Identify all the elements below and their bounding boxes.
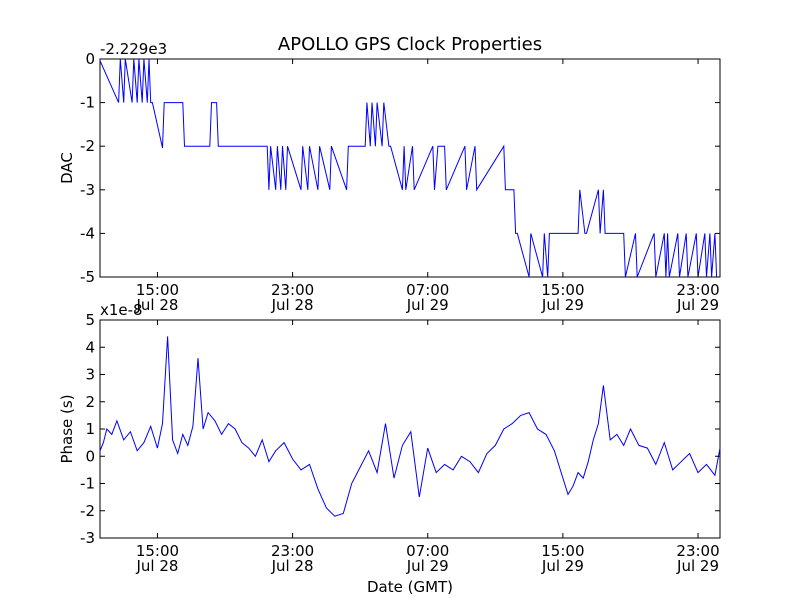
phase-x-tick-date-label: Jul 29: [406, 557, 449, 575]
dac-x-tick-time-label: 23:00: [676, 281, 719, 299]
phase-x-tick-time-label: 15:00: [136, 542, 179, 560]
dac-offset-label: -2.229e3: [100, 40, 167, 58]
dac-y-ticks: 0 -1 -2 -3 -4 -5: [80, 50, 720, 286]
phase-x-tick-date-label: Jul 29: [541, 557, 584, 575]
phase-x-tick-date-label: Jul 28: [135, 557, 178, 575]
dac-y-tick-label: -1: [80, 94, 95, 112]
dac-x-tick-date-label: Jul 29: [676, 296, 719, 314]
dac-y-axis-label: DAC: [58, 152, 76, 184]
phase-y-tick-label: -2: [80, 502, 95, 520]
dac-x-tick-time-label: 23:00: [271, 281, 314, 299]
chart-title: APOLLO GPS Clock Properties: [278, 34, 542, 55]
dac-x-tick-time-label: 15:00: [541, 281, 584, 299]
phase-x-tick-date-label: Jul 29: [676, 557, 719, 575]
phase-y-ticks: 5 4 3 2 1 0 -1 -2 -3: [80, 311, 720, 547]
dac-series-line: [99, 58, 720, 278]
phase-x-tick-date-label: Jul 28: [271, 557, 314, 575]
phase-offset-label: x1e-8: [100, 301, 143, 319]
phase-series-line: [99, 336, 721, 517]
phase-y-tick-label: 0: [85, 447, 95, 465]
phase-x-axis-label: Date (GMT): [367, 578, 453, 596]
phase-y-axis-label: Phase (s): [58, 394, 76, 463]
phase-y-tick-label: 4: [85, 338, 95, 356]
dac-plot-area: [99, 58, 721, 278]
phase-y-tick-label: 3: [85, 366, 95, 384]
dac-x-tick-date-label: Jul 28: [135, 296, 178, 314]
phase-x-tick-time-label: 07:00: [406, 542, 449, 560]
dac-x-tick-date-label: Jul 28: [271, 296, 314, 314]
dac-x-tick-time-label: 15:00: [136, 281, 179, 299]
phase-x-tick-time-label: 15:00: [541, 542, 584, 560]
phase-y-tick-label: -1: [80, 475, 95, 493]
phase-y-tick-label: 1: [85, 420, 95, 438]
dac-x-tick-time-label: 07:00: [406, 281, 449, 299]
phase-plot-area: [99, 319, 721, 539]
dac-x-tick-date-label: Jul 29: [406, 296, 449, 314]
phase-x-tick-time-label: 23:00: [676, 542, 719, 560]
phase-panel: x1e-8 Phase (s) Date (GMT) 543210-1-2-3 …: [58, 301, 721, 596]
phase-y-tick-label: 2: [85, 393, 95, 411]
dac-y-tick-label: 0: [85, 50, 95, 68]
phase-y-tick-label: -3: [80, 529, 95, 547]
dac-y-tick-label: -5: [80, 268, 95, 286]
dac-x-tick-date-label: Jul 29: [541, 296, 584, 314]
phase-x-tick-time-label: 23:00: [271, 542, 314, 560]
dac-y-tick-label: -2: [80, 137, 95, 155]
dac-y-tick-label: -3: [80, 181, 95, 199]
dac-y-tick-label: -4: [80, 224, 95, 242]
phase-y-tick-label: 5: [85, 311, 95, 329]
